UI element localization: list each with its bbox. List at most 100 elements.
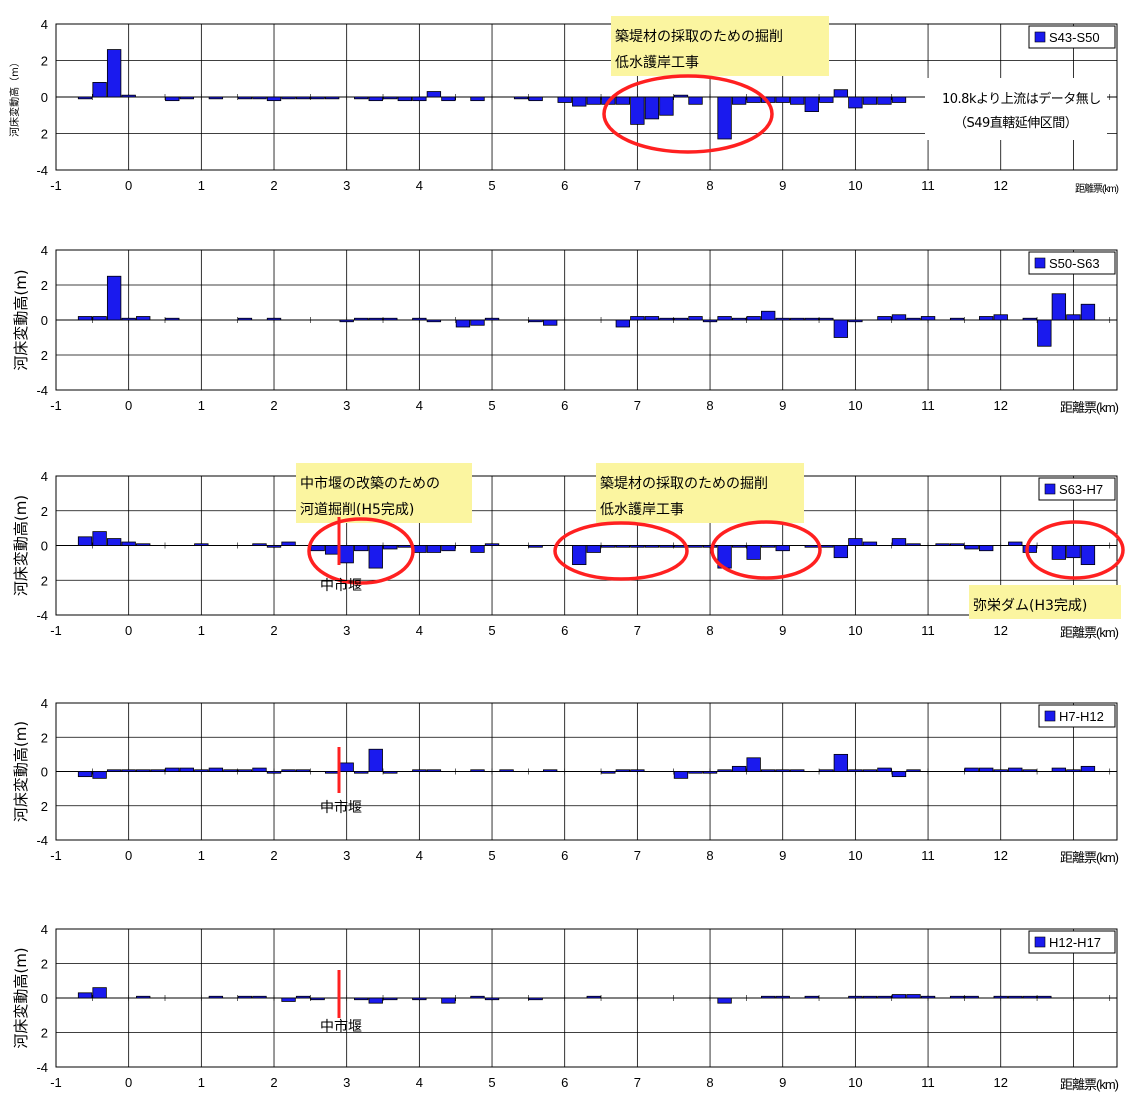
bar [1051,767,1067,772]
bar [136,316,151,321]
bar [790,769,805,772]
x-tick-label: 12 [993,1075,1007,1090]
bar [470,96,485,102]
legend-swatch [1044,483,1056,495]
y-tick-label: -4 [36,608,48,623]
y-tick-label: -4 [36,833,48,848]
bar [586,96,601,105]
x-tick-label: 2 [270,623,277,638]
bar [1008,541,1023,546]
bar [644,316,660,321]
bar [906,317,921,321]
highlight-ellipse [307,517,415,585]
x-tick-label: 6 [561,848,568,863]
bar [804,545,819,548]
bar [412,96,427,102]
x-tick-label: 10 [848,1075,862,1090]
bar [833,545,849,559]
x-tick-label: 4 [416,848,423,863]
bar [310,997,325,1001]
x-tick-label: 1 [198,178,205,193]
bar [848,769,863,772]
x-tick-label: 12 [993,178,1007,193]
bar [935,543,950,546]
legend-box [1028,25,1116,49]
bar [775,995,790,999]
bar [702,545,718,548]
bar [615,769,631,772]
bar [949,543,965,546]
bar [644,96,660,120]
bar [77,771,93,778]
bar [731,765,747,772]
y-tick-label: 2 [41,348,48,363]
bar [266,96,282,102]
x-tick-label: 0 [125,848,132,863]
bar [572,96,587,107]
y-tick-label: 4 [41,243,48,258]
bar [499,769,514,772]
highlight-ellipse [1025,520,1125,580]
x-tick-label: 3 [343,1075,350,1090]
bar [775,545,790,552]
bar [891,96,907,103]
bar [979,767,994,772]
bar [324,545,340,555]
x-tick-label: 6 [561,1075,568,1090]
callout-weir-excavation-line: 中市堰の改築のための [300,475,440,492]
x-axis-label: 距離票(km) [1060,400,1119,415]
x-axis-label: 距離票(km) [1060,1077,1119,1092]
bar [77,536,93,546]
bar [106,769,122,772]
legend-swatch [1034,936,1046,948]
bar [644,545,660,548]
y-axis-label: 河床変動高(m) [12,495,30,596]
bar [441,545,456,552]
y-axis-label: 河床変動高(m) [12,269,30,370]
y-tick-label: 0 [41,90,48,105]
bar [1051,545,1067,560]
callout-no-data-box [925,78,1107,140]
bar [136,769,151,772]
bar [208,995,224,999]
bar [717,316,732,321]
bar [165,317,180,321]
bar [383,545,398,550]
bar [354,545,369,552]
x-tick-label: 3 [343,178,350,193]
bar [252,96,267,100]
legend-box [1038,704,1116,728]
bar [790,317,805,321]
callout-weir-excavation-line: 河道掘削(H5完成) [300,502,414,518]
bar [223,769,238,772]
bar [964,545,979,550]
bar [804,995,819,999]
bar [179,96,194,100]
bar [484,543,500,546]
bar [194,543,209,546]
bar [368,545,383,569]
x-tick-label: -1 [50,398,62,413]
x-tick-label: 9 [779,623,786,638]
bar [252,543,267,546]
highlight-ellipse [602,74,774,154]
bar [92,82,107,98]
bar [1080,545,1096,566]
x-tick-label: 0 [125,178,132,193]
bar [862,769,878,772]
bar [92,987,107,999]
bar [1022,995,1037,999]
bar [819,769,834,772]
x-tick-label: 3 [343,398,350,413]
bar [819,96,834,103]
x-tick-label: 2 [270,1075,277,1090]
bar [179,767,194,772]
bar [368,96,383,102]
x-tick-label: 10 [848,848,862,863]
bar [470,545,485,553]
y-axis-label: 河床変動高(m) [12,947,30,1048]
callout-excavation-1-line: 築堤材の採取のための掘削 [615,29,783,45]
bar [237,995,253,999]
